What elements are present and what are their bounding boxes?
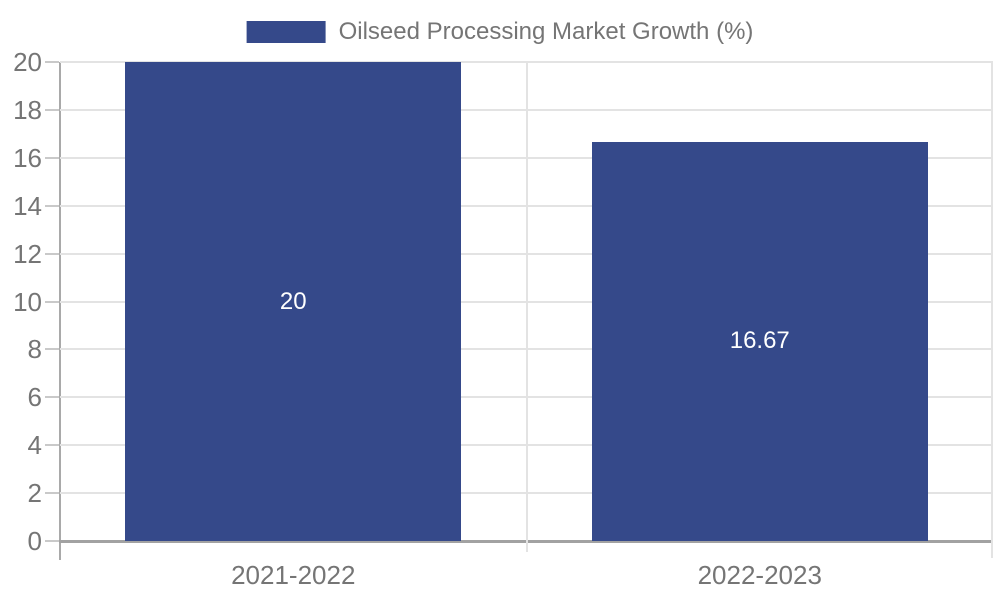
y-tick-label: 16 — [13, 142, 42, 173]
y-tick-label: 20 — [13, 47, 42, 77]
x-tick-label: 2021-2022 — [231, 560, 356, 590]
y-axis-tick — [45, 108, 59, 111]
y-axis-line — [59, 62, 61, 560]
y-tick-label: 18 — [13, 94, 42, 125]
y-tick-label: 6 — [27, 382, 42, 413]
y-axis-tick — [45, 204, 59, 207]
category-separator — [525, 62, 528, 552]
y-tick-label: 0 — [27, 526, 42, 556]
y-axis-tick — [45, 61, 59, 63]
plot-area: 20 16.67 — [60, 61, 993, 558]
y-axis-tick — [45, 156, 59, 159]
y-axis-tick — [45, 252, 59, 255]
y-tick-label: 2 — [27, 478, 42, 509]
y-tick-label: 8 — [27, 334, 42, 365]
y-tick-label: 14 — [13, 190, 42, 221]
legend-label: Oilseed Processing Market Growth (%) — [338, 18, 754, 45]
x-tick-label: 2022-2023 — [697, 560, 822, 590]
bar-value-label: 16.67 — [729, 327, 790, 355]
bar-value-label: 20 — [279, 287, 307, 315]
y-axis-tick — [45, 444, 59, 447]
chart-legend[interactable]: Oilseed Processing Market Growth (%) — [246, 18, 754, 46]
legend-swatch — [246, 21, 326, 43]
bar[interactable] — [125, 62, 462, 541]
y-axis-tick — [45, 540, 59, 542]
bar[interactable] — [591, 141, 928, 541]
y-tick-label: 12 — [13, 238, 42, 269]
y-axis-tick — [45, 348, 59, 351]
y-axis-tick — [45, 396, 59, 399]
y-tick-label: 10 — [13, 286, 42, 317]
y-axis-tick — [45, 492, 59, 495]
y-axis-tick — [45, 300, 59, 303]
plot-right-border — [991, 62, 993, 558]
y-tick-label: 4 — [27, 430, 42, 461]
